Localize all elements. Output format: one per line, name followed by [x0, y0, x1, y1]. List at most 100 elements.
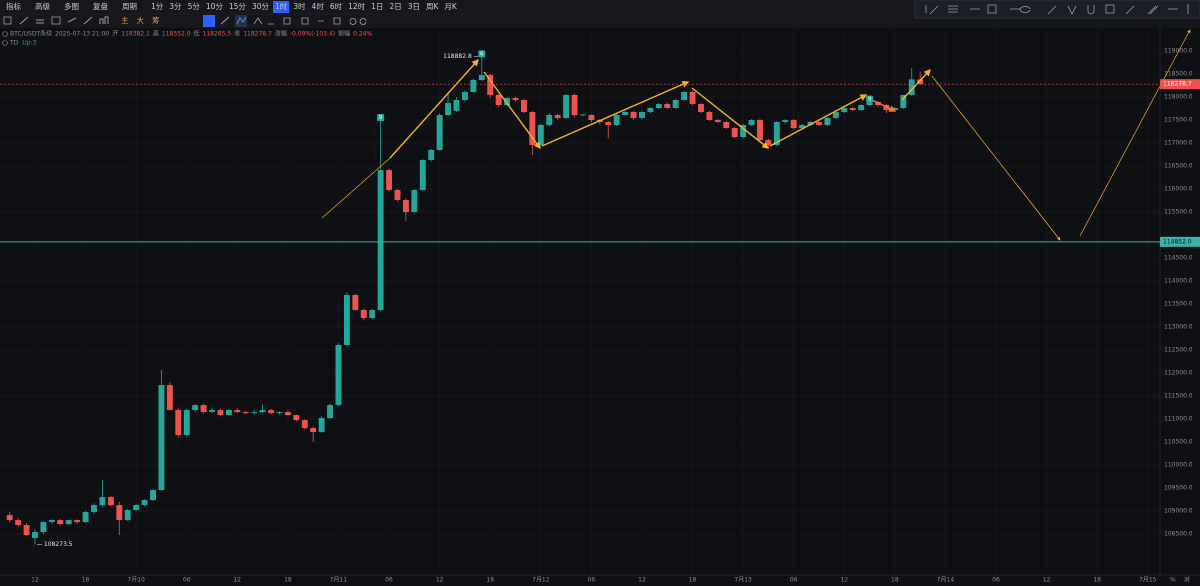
- tool-icon[interactable]: [99, 16, 109, 24]
- toolbar-item[interactable]: 12时: [348, 1, 366, 11]
- y-tick-label: 115500.0: [1164, 209, 1193, 216]
- axis-option[interactable]: %: [1170, 577, 1176, 584]
- ohlc-label: 收: [234, 30, 240, 38]
- axis-option[interactable]: 对: [1184, 576, 1190, 584]
- toolbar-item[interactable]: 周K: [426, 2, 439, 11]
- tool-button[interactable]: 大: [137, 15, 145, 25]
- symbol-icon: [2, 31, 8, 37]
- toolbar-active[interactable]: [272, 1, 290, 13]
- toolbar-item[interactable]: 指标: [6, 1, 21, 11]
- td-count: 9: [868, 97, 872, 103]
- candle-body: [790, 120, 797, 129]
- drawing-tools[interactable]: [925, 4, 1189, 15]
- toolbar-item[interactable]: 4时: [312, 1, 325, 11]
- tool-button[interactable]: 主: [121, 15, 129, 25]
- td-count: 6: [480, 51, 484, 57]
- y-tick-label: 116500.0: [1164, 163, 1193, 170]
- toolbar-item[interactable]: 周期: [122, 2, 137, 11]
- tool-icon[interactable]: [36, 19, 44, 24]
- x-tick-label: 12: [233, 577, 241, 584]
- candle-body: [23, 525, 30, 536]
- tool-icon[interactable]: [51, 16, 61, 25]
- toolbar-item[interactable]: 高级: [35, 1, 50, 11]
- candle-body: [807, 121, 814, 126]
- tool-icon[interactable]: [83, 16, 93, 25]
- candle-body: [841, 108, 848, 113]
- td-marker: [866, 95, 874, 103]
- tool-icons[interactable]: [253, 17, 367, 25]
- candle-body: [301, 420, 308, 429]
- y-tick-label: 109500.0: [1164, 485, 1193, 492]
- toolbar-item[interactable]: 6时: [330, 1, 343, 11]
- candle-body: [310, 428, 317, 433]
- ohlc-label: 低: [194, 30, 200, 38]
- candle-body: [217, 410, 224, 416]
- candle-body: [175, 410, 182, 436]
- toolbar-item[interactable]: 1分: [151, 2, 164, 11]
- candle-body: [571, 94, 578, 115]
- y-tick-label: 111000.0: [1164, 416, 1193, 423]
- toolbar-item[interactable]: 15分: [229, 2, 247, 11]
- tool-icon[interactable]: [236, 16, 247, 25]
- plot-area: 119000.0118500.0118000.0117500.0117000.0…: [0, 28, 1200, 584]
- toolbar-item[interactable]: 月K: [444, 2, 457, 11]
- toolbar-icons: [3, 15, 367, 27]
- candle-body: [740, 125, 747, 138]
- tool-button[interactable]: 筹: [152, 15, 160, 25]
- x-tick-label: 7月15: [1139, 577, 1157, 584]
- candle-body: [832, 112, 839, 118]
- toolbar-item[interactable]: 1时: [275, 1, 288, 11]
- toolbar-item[interactable]: 3时: [293, 1, 306, 11]
- trend-line: [321, 157, 391, 219]
- toolbar-item[interactable]: 5分: [188, 2, 201, 11]
- candle-body: [402, 200, 409, 213]
- toolbar-item[interactable]: 2日: [389, 2, 401, 11]
- ohlc-value: -0.09%(-103.4): [290, 31, 335, 38]
- candle-body: [411, 190, 418, 213]
- candle-body: [714, 120, 721, 122]
- tool-icon[interactable]: [3, 16, 12, 25]
- toolbar-item[interactable]: 3分: [169, 2, 182, 11]
- candle-body: [99, 497, 106, 506]
- x-tick-label: 06: [790, 577, 798, 584]
- y-tick-label: 117000.0: [1164, 140, 1193, 147]
- toolbar-item[interactable]: 复盘: [93, 1, 108, 11]
- x-tick-label: 06: [588, 577, 596, 584]
- candle-body: [588, 114, 595, 121]
- projection-arrow: [931, 75, 1061, 241]
- x-tick-label: 12: [31, 577, 39, 584]
- toolbar-item[interactable]: 3日: [408, 2, 420, 11]
- y-tick-label: 111500.0: [1164, 393, 1193, 400]
- ohlc-label: 振幅: [338, 30, 350, 38]
- tool-icon[interactable]: [19, 16, 29, 25]
- y-tick-label: 110000.0: [1164, 462, 1193, 469]
- y-tick-label: 112500.0: [1164, 347, 1193, 354]
- x-tick-label: 12: [840, 577, 848, 584]
- candle-body: [622, 112, 629, 115]
- toolbar-item[interactable]: 10分: [206, 2, 224, 11]
- y-tick-label: 109000.0: [1164, 508, 1193, 515]
- toolbar-item[interactable]: 1日: [371, 2, 383, 11]
- candle-body: [647, 108, 654, 113]
- tool-active[interactable]: [203, 15, 215, 27]
- ohlc-value: 118265.5: [203, 31, 232, 38]
- x-tick-label: 7月14: [937, 577, 955, 584]
- toolbar-item[interactable]: 30分: [252, 2, 270, 11]
- candle-body: [723, 121, 730, 129]
- tool-active[interactable]: [235, 15, 247, 27]
- tool-icon[interactable]: [67, 17, 77, 23]
- tool-icon[interactable]: [220, 16, 230, 25]
- x-tick-label: 06: [183, 577, 191, 584]
- candle-body: [436, 114, 443, 151]
- candle-body: [908, 79, 915, 95]
- ohlc-value: 118382.1: [121, 31, 150, 38]
- candle-body: [655, 104, 662, 109]
- td-marker: [478, 50, 486, 58]
- x-tick-label: 18: [891, 577, 899, 584]
- high-label: 118882.8: [443, 53, 472, 60]
- candle-body: [15, 520, 22, 526]
- toolbar-item[interactable]: 多图: [64, 1, 79, 11]
- level-label: 114852.0: [1163, 238, 1192, 245]
- candle-body: [133, 505, 140, 511]
